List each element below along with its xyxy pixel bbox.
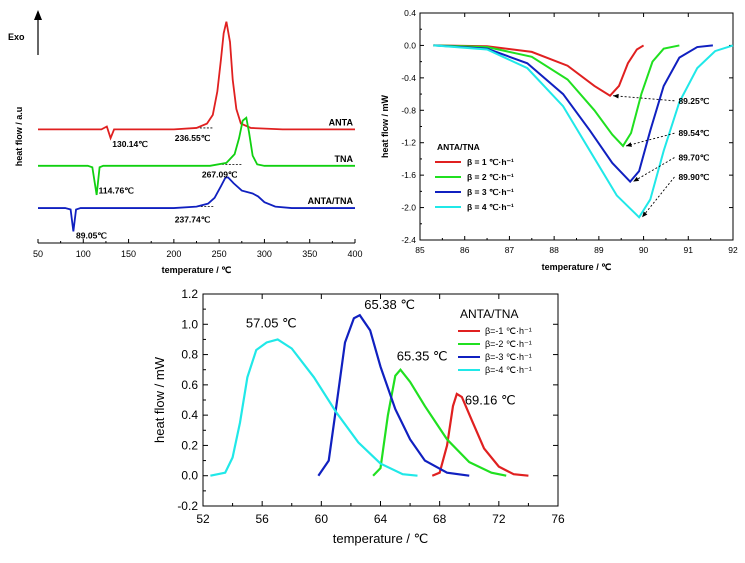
peak-temperature-annotation: 114.76℃ <box>99 185 135 195</box>
chart-panel-cooling-rates: 52 56 60 64 68 72 76 -0.2 0.0 0.2 0.4 0.6 0.8 1.0 1.2 t… <box>150 282 580 563</box>
peak-temperature-annotation: 57.05 ℃ <box>246 315 297 330</box>
legend-entry: β = 2 ℃·h⁻¹ <box>467 172 514 182</box>
series-label: ANTA <box>329 117 354 127</box>
annotation-leader-line <box>612 95 675 102</box>
legend-entry: β = 3 ℃·h⁻¹ <box>467 187 514 197</box>
peak-temperature-annotation: 237.74℃ <box>175 215 211 225</box>
series-line-rate-2 <box>433 44 680 148</box>
x-tick-label: 350 <box>302 249 317 259</box>
chart-heating-rates-svg: 85 86 87 88 89 90 91 92 0.4 0.0 -0.4 -0.8 -1.2 -1.6 -2… <box>380 8 738 272</box>
peak-temperature-annotation: 89.54℃ <box>678 128 709 138</box>
x-tick-label: 76 <box>551 512 565 526</box>
x-tick-label: 91 <box>684 245 694 255</box>
y-axis-label: heat flow / mW <box>152 356 167 443</box>
x-tick-label: 86 <box>460 245 470 255</box>
chart-cooling-rates-svg: 52 56 60 64 68 72 76 -0.2 0.0 0.2 0.4 0.6 0.8 1.0 1.2 t… <box>152 287 565 546</box>
x-tick-label: 72 <box>492 512 506 526</box>
x-tick-label: 88 <box>549 245 559 255</box>
y-tick-label: -0.8 <box>401 105 416 115</box>
peak-temperature-annotation: 89.05℃ <box>76 231 107 241</box>
y-tick-label: 1.2 <box>181 287 198 301</box>
series-label: ANTA/TNA <box>308 196 354 206</box>
y-tick-label: 0.2 <box>181 438 198 452</box>
exo-arrow-head <box>34 10 42 20</box>
y-tick-label: 0.6 <box>181 378 198 392</box>
x-tick-label: 200 <box>166 249 181 259</box>
annotation-arrow-head <box>642 211 648 218</box>
exo-label: Exo <box>8 32 25 42</box>
legend-entry: β=-3 ℃·h⁻¹ <box>485 352 532 362</box>
annotation-leader-line <box>625 132 675 147</box>
y-axis-label: heat flow / mW <box>380 94 390 158</box>
legend-entry: β = 1 ℃·h⁻¹ <box>467 157 514 167</box>
x-tick-label: 85 <box>415 245 425 255</box>
chart-panel-heating-rates: 85 86 87 88 89 90 91 92 0.4 0.0 -0.4 -0.8 -1.2 -1.6 -2… <box>375 0 745 275</box>
y-tick-label: 0.0 <box>404 40 416 50</box>
peak-temperature-annotation: 69.16 ℃ <box>465 393 516 408</box>
series-line-cooling-3 <box>317 313 470 477</box>
chart-panel-dsc-heating: Exo 50 100 150 200 250 300 350 400 temperature / … <box>0 0 370 275</box>
x-tick-label: 52 <box>196 512 210 526</box>
series-line-anta-tna <box>38 176 355 232</box>
annotation-arrow-head <box>633 176 640 182</box>
x-tick-label: 150 <box>121 249 136 259</box>
x-tick-label: 300 <box>257 249 272 259</box>
peak-temperature-annotation: 130.14℃ <box>112 139 148 149</box>
y-tick-label: 0.8 <box>181 348 198 362</box>
peak-temperature-annotation: 267.09℃ <box>202 169 238 179</box>
annotation-leader-line <box>641 176 675 218</box>
x-tick-label: 250 <box>212 249 227 259</box>
x-axis-label: temperature / ℃ <box>542 262 612 272</box>
x-tick-label: 60 <box>315 512 329 526</box>
x-tick-label: 64 <box>374 512 388 526</box>
x-tick-label: 90 <box>639 245 649 255</box>
annotation-arrow-head <box>626 142 632 147</box>
legend-title: ANTA/TNA <box>460 307 518 321</box>
series-line-anta <box>38 21 355 141</box>
chart-dsc-heating-svg: Exo 50 100 150 200 250 300 350 400 temperature / … <box>8 10 363 275</box>
series-line-rate-3 <box>433 44 713 184</box>
y-axis-label: heat flow / a.u <box>14 107 24 167</box>
y-tick-label: -2.4 <box>401 235 416 245</box>
peak-temperature-annotation: 65.38 ℃ <box>364 297 415 312</box>
y-tick-label: 1.0 <box>181 317 198 331</box>
legend-entry: β=-1 ℃·h⁻¹ <box>485 326 532 336</box>
x-tick-label: 92 <box>728 245 738 255</box>
x-tick-label: 89 <box>594 245 604 255</box>
peak-temperature-annotation: 89.90℃ <box>678 172 709 182</box>
series-line-cooling-2 <box>372 367 507 477</box>
y-tick-label: -1.2 <box>401 138 416 148</box>
peak-temperature-annotation: 89.70℃ <box>678 153 709 163</box>
x-tick-label: 56 <box>255 512 269 526</box>
y-tick-label: 0.0 <box>181 469 198 483</box>
x-tick-label: 100 <box>76 249 91 259</box>
series-line-cooling-1 <box>431 392 529 477</box>
peak-temperature-annotation: 65.35 ℃ <box>397 349 448 364</box>
y-tick-label: -0.4 <box>401 73 416 83</box>
y-tick-label: 0.4 <box>181 408 198 422</box>
y-tick-label: -0.2 <box>177 499 198 513</box>
x-tick-label: 400 <box>347 249 362 259</box>
series-line-rate-1 <box>433 44 645 97</box>
x-axis-label: temperature / ℃ <box>333 531 429 546</box>
series-line-tna <box>38 116 355 196</box>
peak-temperature-annotation: 236.55℃ <box>175 133 211 143</box>
legend-entry: β=-4 ℃·h⁻¹ <box>485 365 532 375</box>
legend-title: ANTA/TNA <box>437 142 480 152</box>
peak-temperature-annotation: 89.25℃ <box>678 96 709 106</box>
x-tick-label: 50 <box>33 249 43 259</box>
annotation-arrow-head <box>613 93 619 99</box>
legend-entry: β = 4 ℃·h⁻¹ <box>467 202 514 212</box>
x-tick-label: 68 <box>433 512 447 526</box>
series-line-cooling-4 <box>210 338 418 477</box>
legend-entry: β=-2 ℃·h⁻¹ <box>485 339 532 349</box>
y-tick-label: -2.0 <box>401 203 416 213</box>
series-line-rate-4 <box>433 44 734 219</box>
series-label: TNA <box>335 154 354 164</box>
x-axis-label: temperature / ℃ <box>162 265 232 275</box>
y-tick-label: 0.4 <box>404 8 416 18</box>
x-tick-label: 87 <box>505 245 515 255</box>
y-tick-label: -1.6 <box>401 170 416 180</box>
